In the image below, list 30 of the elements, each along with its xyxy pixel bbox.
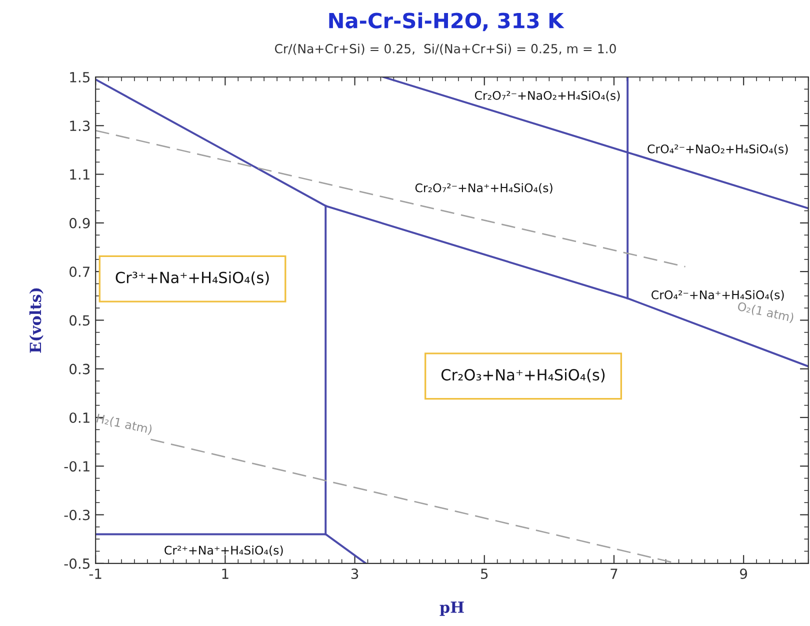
y-tick-label: 0.1 [70,412,90,423]
x-axis-title: pH [440,602,464,616]
chart-title: Na-Cr-Si-H2O, 313 K [329,12,564,32]
y-tick-label: 1.1 [70,169,90,180]
x-tick-label: 5 [481,568,488,580]
annotation: O₂(1 atm) [736,301,794,324]
annotation: Cr₂O₃+Na⁺+H₄SiO₄(s) [441,368,605,382]
y-tick-label: 1.3 [70,120,90,132]
y-tick-label: 0.5 [70,315,90,326]
y-tick-label: 1.5 [70,72,90,82]
annotation: CrO₄²⁻+NaO₂+H₄SiO₄(s) [648,144,788,155]
y-tick-label: -0.1 [64,461,90,472]
annotation: Cr₂O₇²⁻+Na⁺+H₄SiO₄(s) [415,183,552,194]
annotation: Cr³⁺+Na⁺+H₄SiO₄(s) [116,271,269,286]
y-tick-label: -0.3 [64,510,90,520]
annotation: H₂(1 atm) [96,413,152,436]
annotation: CrO₄²⁻+Na⁺+H₄SiO₄(s) [652,290,784,301]
y-tick-label: -0.5 [64,558,90,569]
y-tick-label: 0.7 [70,266,90,278]
chart-subtitle: Cr/(Na+Cr+Si) = 0.25, Si/(Na+Cr+Si) = 0.25, m = 1.0 [274,44,616,55]
annotation: Cr₂O₇²⁻+NaO₂+H₄SiO₄(s) [474,90,620,102]
y-axis-title: E(volts) [29,288,44,353]
x-tick-label: -1 [89,568,102,579]
x-tick-label: 1 [222,568,228,579]
x-tick-label: 3 [351,568,358,580]
x-tick-label: 9 [740,568,748,580]
y-tick-label: 0.3 [70,364,90,374]
y-tick-label: 0.9 [70,218,90,228]
annotation: Cr²⁺+Na⁺+H₄SiO₄(s) [164,546,283,556]
x-tick-label: 7 [610,568,618,579]
